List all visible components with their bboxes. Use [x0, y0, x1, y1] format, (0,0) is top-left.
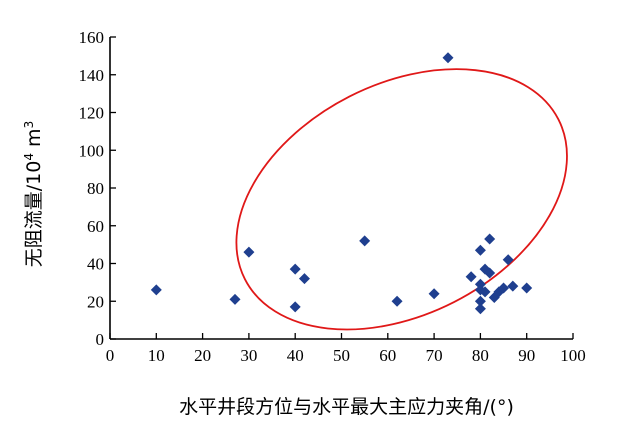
data-point — [243, 246, 255, 258]
data-point — [289, 301, 301, 313]
highlight-ellipse — [235, 68, 568, 331]
y-tick-label: 0 — [96, 330, 105, 349]
x-axis-title: 水平井段方位与水平最大主应力夹角/(°) — [179, 396, 514, 418]
data-point — [359, 235, 371, 247]
data-point — [502, 254, 514, 266]
x-tick-label: 30 — [240, 346, 257, 365]
x-tick-label: 0 — [106, 346, 115, 365]
annotations — [235, 68, 568, 331]
data-point — [229, 293, 241, 305]
y-tick-label: 140 — [79, 66, 105, 85]
y-axis-title-main: 无阻流量/10 — [23, 161, 45, 268]
y-tick-label: 80 — [87, 179, 104, 198]
y-tick-label: 60 — [87, 217, 104, 236]
x-tick-label: 50 — [333, 346, 350, 365]
y-axis-title-unit: m — [23, 128, 45, 153]
data-point — [428, 288, 440, 300]
x-tick-label: 90 — [518, 346, 535, 365]
y-axis-title: 无阻流量/104 m3 — [22, 121, 45, 267]
data-point — [465, 271, 477, 283]
data-point — [474, 303, 486, 315]
x-tick-label: 80 — [472, 346, 489, 365]
data-point — [507, 280, 519, 292]
data-point — [479, 286, 491, 298]
data-point — [484, 267, 496, 279]
data-point — [498, 282, 510, 294]
data-point — [298, 273, 310, 285]
x-tick-label: 70 — [426, 346, 443, 365]
y-axis-title-sup: 4 — [22, 153, 36, 161]
y-tick-label: 40 — [87, 255, 104, 274]
y-tick-label: 100 — [79, 141, 105, 160]
x-tick-label: 20 — [194, 346, 211, 365]
data-point — [474, 244, 486, 256]
x-tick-label: 100 — [560, 346, 586, 365]
y-tick-label: 120 — [79, 104, 105, 123]
data-point — [391, 295, 403, 307]
data-points — [150, 52, 533, 315]
data-point — [521, 282, 533, 294]
data-point — [289, 263, 301, 275]
y-tick-label: 20 — [87, 292, 104, 311]
data-point — [474, 278, 486, 290]
data-point — [150, 284, 162, 296]
ticks — [109, 36, 574, 340]
y-tick-label: 160 — [79, 28, 105, 47]
data-point — [474, 295, 486, 307]
x-tick-label: 10 — [148, 346, 165, 365]
x-tick-label: 40 — [287, 346, 304, 365]
axes — [109, 37, 573, 340]
y-axis-title-unit-sup: 3 — [22, 121, 36, 129]
data-point — [484, 233, 496, 245]
x-tick-label: 60 — [379, 346, 396, 365]
tick-labels: 0 10 20 30 40 50 60 70 80 90 100 0 20 40 60 80 100 120 140… — [79, 28, 586, 365]
data-point — [442, 52, 454, 64]
